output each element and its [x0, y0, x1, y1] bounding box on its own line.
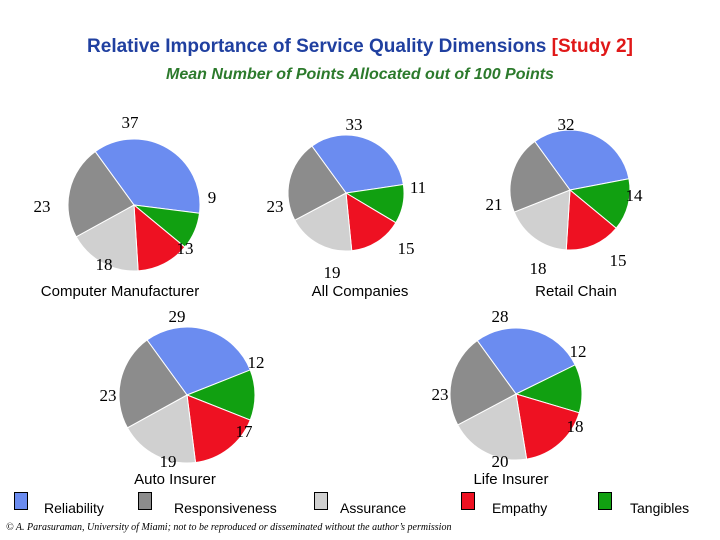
value-label-computer-manufacturer-assurance: 18 [96, 255, 113, 274]
value-label-auto-insurer-assurance: 19 [160, 452, 177, 471]
chart-name-auto-insurer: Auto Insurer [134, 471, 216, 488]
slice-life-insurer-responsiveness [449, 339, 517, 426]
value-label-all-companies-assurance: 19 [324, 263, 341, 282]
value-label-retail-chain-assurance: 18 [530, 259, 547, 278]
title-study-tag: [Study 2] [551, 36, 633, 57]
chart-title: Relative Importance of Service Quality D… [0, 36, 720, 58]
legend-swatch-tangibles [598, 492, 612, 510]
legend-label-tangibles: Tangibles [630, 500, 690, 516]
slice-retail-chain-responsiveness [509, 140, 571, 213]
slice-life-insurer-reliability [476, 327, 576, 395]
value-label-computer-manufacturer-responsiveness: 23 [34, 197, 51, 216]
value-label-computer-manufacturer-reliability: 37 [122, 113, 140, 132]
slice-all-companies-empathy [345, 192, 397, 252]
chart-name-retail-chain: Retail Chain [535, 283, 617, 300]
value-label-life-insurer-assurance: 20 [492, 452, 509, 471]
value-label-all-companies-empathy: 15 [398, 239, 415, 258]
slice-auto-insurer-assurance [126, 394, 197, 464]
legend-label-reliability: Reliability [44, 500, 104, 516]
legend: Reliability Responsiveness Assurance Emp… [0, 492, 720, 524]
value-label-auto-insurer-responsiveness: 23 [100, 386, 117, 405]
value-label-auto-insurer-reliability: 29 [169, 307, 186, 326]
slice-retail-chain-tangibles [568, 178, 631, 229]
slice-retail-chain-assurance [513, 189, 571, 251]
slice-auto-insurer-empathy [186, 394, 251, 464]
slice-computer-manufacturer-reliability [94, 138, 201, 214]
value-label-all-companies-responsiveness: 23 [267, 197, 284, 216]
value-label-auto-insurer-tangibles: 12 [248, 353, 265, 372]
legend-label-assurance: Assurance [340, 500, 407, 516]
pie-computer-manufacturer [67, 138, 201, 272]
value-label-computer-manufacturer-empathy: 13 [177, 239, 194, 258]
copyright-footer: © A. Parasuraman, University of Miami; n… [6, 522, 452, 533]
pie-retail-chain [509, 129, 631, 251]
chart-subtitle: Mean Number of Points Allocated out of 1… [166, 66, 554, 83]
legend-label-responsiveness: Responsiveness [174, 500, 277, 516]
slice-auto-insurer-responsiveness [118, 339, 188, 429]
value-label-computer-manufacturer-tangibles: 9 [208, 188, 217, 207]
slice-all-companies-responsiveness [287, 145, 347, 221]
value-label-auto-insurer-empathy: 17 [236, 422, 254, 441]
legend-label-empathy: Empathy [492, 500, 548, 516]
pie-auto-insurer [118, 326, 256, 464]
value-label-retail-chain-responsiveness: 21 [486, 195, 503, 214]
value-label-life-insurer-empathy: 18 [567, 417, 584, 436]
legend-swatch-responsiveness [138, 492, 152, 510]
chart-name-life-insurer: Life Insurer [473, 471, 548, 488]
value-label-retail-chain-empathy: 15 [610, 251, 627, 270]
slice-all-companies-assurance [294, 192, 353, 252]
legend-swatch-reliability [14, 492, 28, 510]
chart-name-computer-manufacturer: Computer Manufacturer [41, 283, 199, 300]
legend-swatch-assurance [314, 492, 328, 510]
value-label-life-insurer-tangibles: 12 [570, 342, 587, 361]
value-label-retail-chain-reliability: 32 [558, 115, 575, 134]
slice-retail-chain-empathy [565, 188, 617, 251]
slice-life-insurer-assurance [457, 393, 528, 461]
slice-auto-insurer-reliability [146, 326, 251, 396]
slice-retail-chain-reliability [534, 129, 630, 191]
value-label-retail-chain-tangibles: 14 [626, 186, 644, 205]
chart-name-all-companies: All Companies [312, 283, 409, 300]
slice-all-companies-reliability [311, 134, 404, 194]
pie-life-insurer [449, 327, 583, 461]
title-text: Relative Importance of Service Quality D… [87, 36, 547, 57]
slice-life-insurer-empathy [515, 393, 580, 460]
pie-all-companies [287, 134, 405, 252]
value-label-life-insurer-reliability: 28 [492, 307, 509, 326]
value-label-all-companies-reliability: 33 [346, 115, 363, 134]
slice-computer-manufacturer-assurance [75, 204, 139, 272]
legend-swatch-empathy [461, 492, 475, 510]
value-label-life-insurer-responsiveness: 23 [432, 385, 449, 404]
value-label-all-companies-tangibles: 11 [410, 178, 426, 197]
slice-computer-manufacturer-responsiveness [67, 150, 135, 238]
